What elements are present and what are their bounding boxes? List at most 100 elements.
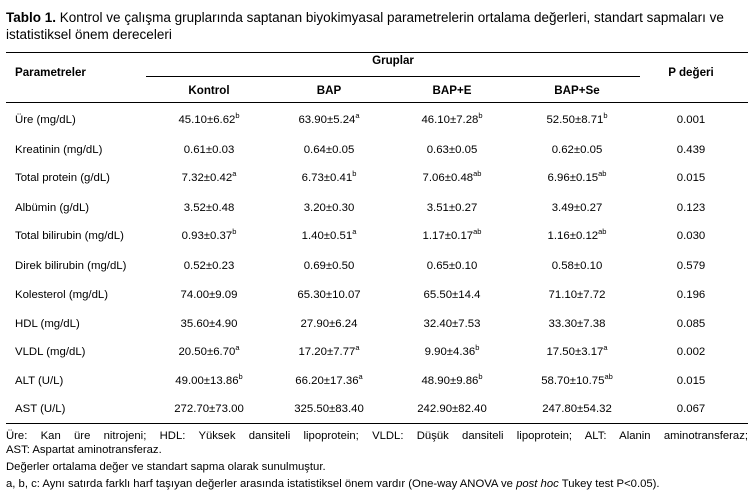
table-cell: 3.20±0.30	[304, 202, 355, 214]
cell-value: 46.10±7.28	[421, 114, 479, 126]
footnote-significance-italic: post hoc	[516, 478, 559, 490]
row-parameter-name: ALT (U/L)	[15, 375, 64, 387]
table-cell: 0.52±0.23	[184, 260, 235, 272]
table-cell: 0.64±0.05	[304, 144, 355, 156]
table-cell: 3.52±0.48	[184, 202, 235, 214]
cell-superscript: a	[603, 343, 608, 352]
groups-rule	[146, 76, 640, 77]
cell-value: 0.62±0.05	[551, 144, 603, 156]
table-cell: 48.90±9.86b	[421, 372, 483, 387]
row-p-value: 0.015	[676, 172, 706, 184]
cell-value: 3.49±0.27	[551, 202, 603, 214]
table-cell: 65.30±10.07	[297, 289, 360, 301]
table-cell: 65.50±14.4	[424, 289, 481, 301]
cell-superscript: b	[235, 111, 240, 120]
cell-value: 20.50±6.70	[178, 346, 236, 358]
cell-superscript: b	[238, 372, 243, 381]
row-p-value: 0.196	[676, 289, 706, 301]
cell-value: 32.40±7.53	[423, 318, 481, 330]
row-p-value: 0.015	[676, 375, 706, 387]
cell-value: 7.32±0.42	[181, 172, 233, 184]
row-p-value: 0.085	[676, 318, 706, 330]
cell-value: 52.50±8.71	[546, 114, 604, 126]
caption-text: Kontrol ve çalışma gruplarında saptanan …	[6, 10, 724, 42]
row-parameter-name: Total protein (g/dL)	[15, 172, 110, 184]
header-bottom-rule	[6, 102, 748, 103]
table-cell: 33.30±7.38	[549, 318, 606, 330]
cell-superscript: a	[235, 343, 240, 352]
cell-superscript: ab	[598, 169, 607, 178]
row-p-value: 0.123	[676, 202, 706, 214]
table-cell: 17.50±3.17a	[546, 343, 608, 358]
table-cell: 46.10±7.28b	[421, 111, 483, 126]
row-parameter-name: Kreatinin (mg/dL)	[15, 144, 103, 156]
cell-value: 9.90±4.36	[424, 346, 476, 358]
table-cell: 325.50±83.40	[294, 403, 364, 415]
table-cell: 0.63±0.05	[427, 144, 478, 156]
table-cell: 242.90±82.40	[417, 403, 487, 415]
cell-superscript: b	[478, 111, 483, 120]
row-parameter-name: VLDL (mg/dL)	[15, 346, 86, 358]
cell-superscript: a	[232, 169, 237, 178]
cell-value: 49.00±13.86	[175, 375, 239, 387]
row-parameter-name: AST (U/L)	[15, 403, 66, 415]
cell-value: 242.90±82.40	[417, 403, 487, 415]
cell-value: 35.60±4.90	[180, 318, 238, 330]
table-cell: 247.80±54.32	[542, 403, 612, 415]
table-cell: 0.65±0.10	[427, 260, 478, 272]
table-cell: 1.17±0.17ab	[422, 227, 482, 242]
cell-value: 0.63±0.05	[426, 144, 478, 156]
cell-value: 0.58±0.10	[551, 260, 603, 272]
table-cell: 1.40±0.51a	[302, 227, 357, 242]
table-top-rule	[6, 52, 748, 53]
table-cell: 0.61±0.03	[184, 144, 235, 156]
row-parameter-name: Kolesterol (mg/dL)	[15, 289, 109, 301]
table-caption: Tablo 1. Kontrol ve çalışma gruplarında …	[6, 9, 751, 43]
row-p-value: 0.001	[676, 114, 706, 126]
table-cell: 66.20±17.36a	[295, 373, 362, 387]
table-cell: 32.40±7.53	[424, 318, 481, 330]
table-cell: 6.96±0.15ab	[547, 169, 607, 184]
table-cell: 6.73±0.41b	[301, 170, 357, 184]
row-p-value: 0.030	[676, 230, 706, 242]
cell-value: 1.16±0.12	[547, 230, 599, 242]
row-p-value: 0.439	[676, 144, 706, 156]
table-cell: 63.90±5.24a	[298, 112, 359, 126]
cell-superscript: b	[478, 372, 483, 381]
table-cell: 45.10±6.62b	[178, 111, 240, 126]
header-group: BAP+Se	[554, 84, 600, 97]
cell-value: 6.96±0.15	[547, 172, 599, 184]
cell-superscript: ab	[598, 227, 607, 236]
cell-value: 65.30±10.07	[297, 289, 361, 301]
table-cell: 7.06±0.48ab	[423, 170, 482, 184]
footnote-significance-post: Tukey test P<0.05).	[558, 478, 660, 490]
cell-value: 27.90±6.24	[300, 318, 358, 330]
table-cell: 27.90±6.24	[301, 318, 358, 330]
cell-value: 247.80±54.32	[542, 403, 612, 415]
cell-value: 0.52±0.23	[183, 260, 235, 272]
cell-value: 17.50±3.17	[546, 346, 604, 358]
table-cell: 0.93±0.37b	[182, 228, 237, 242]
cell-value: 0.65±0.10	[426, 260, 478, 272]
table-cell: 74.00±9.09	[181, 289, 238, 301]
header-parameters: Parametreler	[15, 66, 86, 79]
row-parameter-name: Total bilirubin (mg/dL)	[15, 230, 124, 242]
cell-value: 1.17±0.17	[422, 230, 474, 242]
row-parameter-name: Albümin (g/dL)	[15, 202, 90, 214]
table-cell: 20.50±6.70a	[178, 343, 240, 358]
table-cell: 35.60±4.90	[181, 318, 238, 330]
cell-value: 17.20±7.77	[298, 346, 356, 358]
caption-label: Tablo 1.	[6, 10, 57, 25]
row-parameter-name: Direk bilirubin (mg/dL)	[15, 260, 127, 272]
table-cell: 0.69±0.50	[304, 260, 355, 272]
cell-value: 3.51±0.27	[426, 202, 478, 214]
table-bottom-rule	[6, 423, 748, 424]
cell-value: 6.73±0.41	[301, 172, 353, 184]
cell-superscript: a	[352, 227, 357, 236]
footnote-abbreviations-line1: Üre: Kan üre nitrojeni; HDL: Yüksek dans…	[6, 430, 748, 442]
cell-value: 325.50±83.40	[294, 403, 364, 415]
cell-superscript: ab	[473, 227, 482, 236]
table-cell: 58.70±10.75ab	[541, 373, 613, 387]
cell-value: 45.10±6.62	[178, 114, 236, 126]
table-cell: 9.90±4.36b	[424, 344, 480, 358]
